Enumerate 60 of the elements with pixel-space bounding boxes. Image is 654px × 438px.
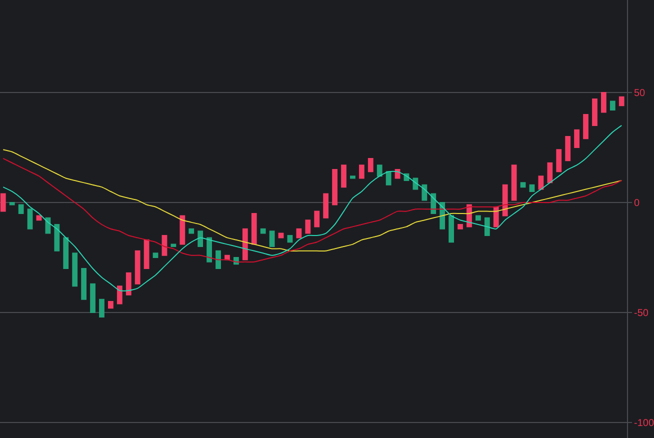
- candlestick: [368, 158, 374, 172]
- candlestick: [27, 208, 33, 230]
- candlestick: [323, 193, 329, 218]
- candlestick: [108, 301, 114, 309]
- candlestick: [314, 210, 320, 228]
- candlestick: [206, 237, 212, 262]
- candlestick: [332, 168, 338, 206]
- candlestick: [422, 184, 428, 201]
- candlestick: [296, 228, 302, 238]
- candlestick: [476, 215, 481, 221]
- candlestick: [72, 252, 78, 287]
- candlestick: [511, 164, 517, 201]
- y-tick-label: 0: [634, 198, 640, 209]
- candlestick: [493, 206, 499, 228]
- candlestick: [134, 250, 140, 284]
- candlestick: [484, 217, 490, 236]
- line-series: [2, 149, 622, 252]
- line-series: [2, 158, 622, 263]
- candlestick: [0, 193, 6, 212]
- candlestick: [18, 204, 24, 214]
- y-tick-label: -50: [634, 308, 649, 320]
- candlestick: [574, 129, 580, 148]
- line-series: [2, 124, 622, 292]
- candlestick: [565, 136, 571, 162]
- candlestick: [547, 162, 553, 184]
- candlestick: [341, 164, 346, 188]
- candlestick: [601, 92, 606, 113]
- y-tick-label: -100: [634, 418, 654, 430]
- candlestick: [520, 182, 526, 188]
- y-tick-label: 50: [634, 88, 646, 99]
- candlestick: [63, 237, 69, 270]
- candlestick: [305, 220, 311, 234]
- candlestick: [90, 283, 96, 314]
- candlestick: [144, 239, 150, 270]
- candlestick: [610, 100, 616, 111]
- candlestick: [556, 149, 562, 172]
- candlestick: [99, 298, 104, 318]
- candlestick: [152, 252, 158, 258]
- candlestick: [216, 250, 221, 270]
- candlestick: [81, 268, 87, 300]
- candlestick: [242, 228, 248, 260]
- candlestick: [592, 98, 598, 126]
- candlestick: [376, 164, 382, 177]
- candlestick: [198, 230, 204, 248]
- candlestick: [618, 96, 624, 106]
- candlestick: [358, 164, 364, 179]
- candlestick: [502, 184, 508, 216]
- candlestick: [116, 286, 122, 304]
- candlestick: [126, 272, 132, 296]
- candlestick: [448, 215, 454, 243]
- candlestick: [54, 224, 60, 252]
- candlestick: [251, 213, 257, 245]
- candlestick: [188, 228, 194, 234]
- candlestick: [583, 114, 588, 140]
- candlestick: [269, 230, 275, 248]
- candlestick: [458, 224, 463, 230]
- candlestick: [386, 171, 392, 186]
- candlestick: [350, 176, 356, 179]
- candlestick: [260, 228, 266, 234]
- candlestick: [180, 215, 186, 245]
